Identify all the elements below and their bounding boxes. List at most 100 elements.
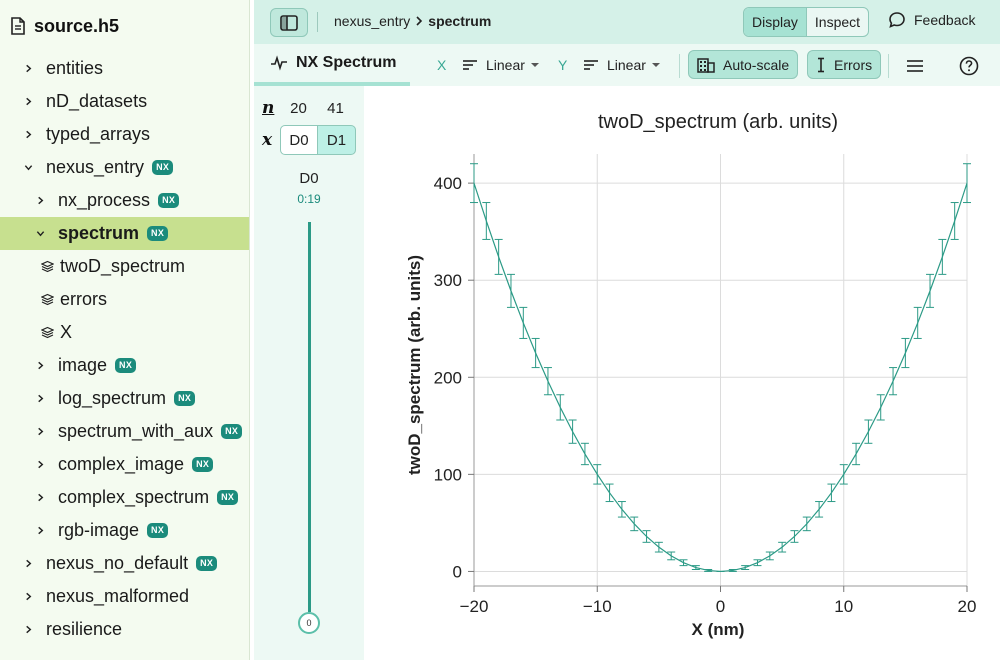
y-scale-select[interactable]: Linear — [583, 57, 660, 73]
dim-size-1: 41 — [327, 99, 344, 117]
tree-item-resilience[interactable]: resilience — [0, 613, 249, 646]
breadcrumb-item-current: spectrum — [428, 13, 492, 29]
chevron-right-icon — [34, 393, 46, 405]
dataset-layers-icon — [41, 326, 54, 339]
tree-item-label: log_spectrum — [58, 388, 167, 408]
slider-thumb[interactable]: 0 — [298, 612, 320, 634]
dims-n-label: n — [262, 98, 275, 118]
inspect-mode-button[interactable]: Inspect — [814, 14, 861, 30]
tree-item-label: typed_arrays — [46, 124, 151, 144]
slider-range: 0:19 — [297, 192, 321, 206]
sidebar-toggle-icon — [280, 14, 298, 31]
plot-area[interactable]: twoD_spectrum (arb. units) X (nm) twoD_s… — [364, 86, 1000, 660]
tree-item-label: entities — [46, 58, 104, 78]
tree-item-entities[interactable]: entities — [0, 52, 249, 85]
tree-item-label: spectrum_with_aux — [58, 421, 214, 441]
chevron-down-icon — [22, 162, 34, 174]
nx-badge: NX — [196, 556, 218, 571]
y-tick-label: 400 — [434, 174, 462, 193]
tree-item-label: nexus_entry — [46, 157, 145, 177]
nx-badge: NX — [158, 193, 180, 208]
x-tick-label: 20 — [958, 597, 977, 616]
file-icon — [11, 17, 25, 35]
chevron-right-icon — [22, 591, 34, 603]
chart-title: twoD_spectrum (arb. units) — [598, 111, 838, 133]
dim-button-d1[interactable]: D1 — [318, 125, 356, 155]
tree-item-label: twoD_spectrum — [60, 256, 186, 276]
feedback-label: Feedback — [914, 12, 976, 28]
tree-item-spectrum[interactable]: spectrum NX — [0, 217, 249, 250]
chevron-right-icon — [34, 459, 46, 471]
tree-item-label: rgb-image — [58, 520, 140, 540]
dim-size-0: 20 — [290, 99, 307, 117]
tree-item-image[interactable]: image NX — [0, 349, 249, 382]
x-tick-label: −10 — [583, 597, 612, 616]
tree-item-spectrum-with-aux[interactable]: spectrum_with_aux NX — [0, 415, 249, 448]
building-icon — [697, 57, 715, 73]
chevron-right-icon — [22, 96, 34, 108]
chat-bubble-icon — [889, 12, 905, 28]
x-tick-label: 0 — [716, 597, 725, 616]
tree-item-label: spectrum — [58, 223, 140, 243]
chevron-right-icon — [34, 426, 46, 438]
toolbar-separator — [679, 54, 680, 78]
tree-item-nx-process[interactable]: nx_process NX — [0, 184, 249, 217]
errors-label: Errors — [834, 56, 873, 73]
chevron-right-icon — [22, 624, 34, 636]
chevron-right-icon — [22, 558, 34, 570]
caret-down-icon — [530, 63, 539, 67]
file-root[interactable]: source.h5 — [0, 0, 249, 52]
chevron-right-icon — [34, 360, 46, 372]
display-mode-button[interactable]: Display — [744, 8, 807, 36]
dims-x-label: x — [262, 130, 273, 150]
toolbar-separator — [317, 12, 318, 32]
tree-item-label: resilience — [46, 619, 123, 639]
toggle-sidebar-button[interactable] — [270, 8, 308, 37]
help-button[interactable] — [957, 54, 981, 78]
tree-item-log-spectrum[interactable]: log_spectrum NX — [0, 382, 249, 415]
tree-item-complex-spectrum[interactable]: complex_spectrum NX — [0, 481, 249, 514]
dataset-layers-icon — [41, 293, 54, 306]
feedback-button[interactable]: Feedback — [888, 11, 975, 29]
nx-badge: NX — [174, 391, 196, 406]
x-tick-label: −20 — [460, 597, 489, 616]
y-axis-letter: Y — [558, 57, 568, 73]
tree-item-complex-image[interactable]: complex_image NX — [0, 448, 249, 481]
vis-tab-label: NX Spectrum — [296, 54, 397, 71]
vis-tab-nx-spectrum[interactable]: NX Spectrum — [254, 44, 410, 86]
toolbar-separator — [888, 54, 889, 78]
chevron-right-icon — [34, 492, 46, 504]
tree-item-x[interactable]: X — [0, 316, 249, 349]
nx-badge: NX — [221, 424, 243, 439]
hamburger-menu-icon — [907, 60, 923, 72]
scale-lines-icon — [463, 60, 477, 70]
tree-item-nexus-no-default[interactable]: nexus_no_default NX — [0, 547, 249, 580]
tree-item-nexus-entry[interactable]: nexus_entry NX — [0, 151, 249, 184]
sidebar: source.h5 entities nD_datasets typed_array… — [0, 0, 250, 660]
tree-item-label: image — [58, 355, 108, 375]
line-chart[interactable]: twoD_spectrum (arb. units) X (nm) twoD_s… — [364, 86, 1000, 660]
tree-item-label: nexus_malformed — [46, 586, 190, 606]
errors-toggle[interactable]: Errors — [807, 50, 882, 79]
tree-item-nexus-malformed[interactable]: nexus_malformed — [0, 580, 249, 613]
breadcrumb-item-nexus-entry[interactable]: nexus_entry — [334, 13, 411, 29]
auto-scale-label: Auto-scale — [723, 56, 790, 73]
tree-item-label: X — [60, 322, 73, 342]
slider-track[interactable] — [308, 222, 311, 612]
tree-item-twod-spectrum[interactable]: twoD_spectrum — [0, 250, 249, 283]
menu-button[interactable] — [903, 54, 927, 78]
mode-switch: Display Inspect — [743, 7, 870, 37]
tree-item-rgb-image[interactable]: rgb-image NX — [0, 514, 249, 547]
tree-item-errors[interactable]: errors — [0, 283, 249, 316]
y-tick-label: 100 — [434, 465, 462, 484]
chevron-right-icon — [34, 195, 46, 207]
chevron-right-icon — [415, 16, 423, 26]
tree-item-label: nD_datasets — [46, 91, 148, 111]
tree-item-typed-arrays[interactable]: typed_arrays — [0, 118, 249, 151]
dim-button-d0[interactable]: D0 — [280, 125, 318, 155]
tree-item-nd-datasets[interactable]: nD_datasets — [0, 85, 249, 118]
x-scale-select[interactable]: Linear — [462, 57, 539, 73]
auto-scale-toggle[interactable]: Auto-scale — [688, 50, 799, 79]
x-axis-dim-row: x D0 D1 — [262, 125, 356, 155]
